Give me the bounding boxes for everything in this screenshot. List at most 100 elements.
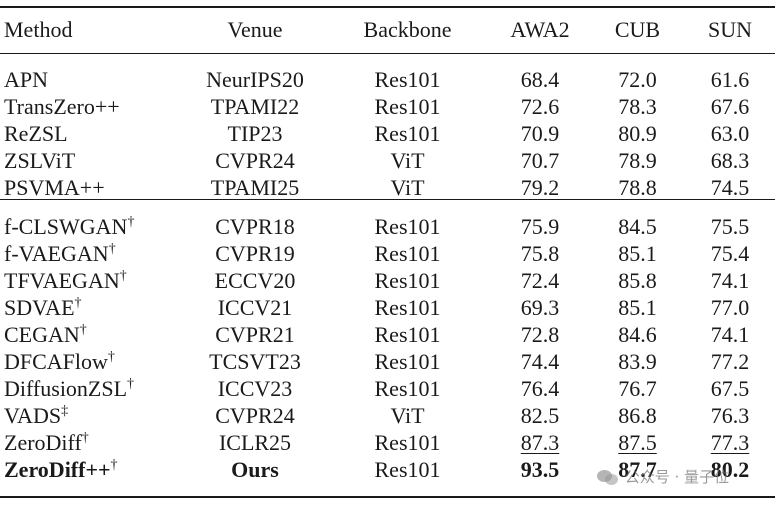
cub-cell: 85.1 (618, 241, 657, 266)
sun-cell: 74.5 (710, 175, 750, 200)
cub-cell: 78.8 (618, 175, 657, 200)
header-backbone: Backbone (363, 16, 452, 42)
backbone-cell: ViT (390, 148, 425, 173)
venue-cell: CVPR21 (215, 322, 295, 347)
venue-cell: CVPR24 (215, 148, 295, 173)
venue-cell: TCSVT23 (209, 349, 301, 374)
table-row: ZeroDiff† ICLR25 Res101 87.3 87.5 77.3 (0, 429, 775, 456)
method-cell: VADS‡ (4, 403, 69, 428)
venue-cell: Ours (231, 457, 279, 482)
awa2-cell: 82.5 (520, 403, 560, 428)
sun-cell: 75.4 (710, 241, 750, 266)
venue-cell: ICLR25 (218, 430, 292, 455)
cub-cell: 83.9 (618, 349, 657, 374)
table-row: SDVAE† ICCV21 Res101 69.3 85.1 77.0 (0, 294, 775, 321)
awa2-cell: 74.4 (520, 349, 560, 374)
dagger-mark: † (119, 268, 127, 284)
method-cell: TFVAEGAN† (4, 268, 127, 293)
venue-cell: TPAMI22 (210, 94, 300, 119)
awa2-cell: 76.4 (520, 376, 560, 401)
backbone-cell: Res101 (374, 457, 441, 482)
backbone-cell: Res101 (374, 241, 441, 266)
dagger-mark: † (79, 322, 87, 338)
table-row: f-VAEGAN† CVPR19 Res101 75.8 85.1 75.4 (0, 240, 775, 267)
wechat-icon (596, 468, 619, 486)
cub-cell: 80.9 (618, 121, 657, 146)
results-table: Method Venue Backbone AWA2 CUB SUN APN N… (0, 0, 775, 483)
watermark: 公众号 · 量子位 (596, 466, 729, 487)
venue-cell: ICCV21 (217, 295, 293, 320)
top-spacer (0, 56, 775, 66)
header-row: Method Venue Backbone AWA2 CUB SUN (0, 0, 775, 56)
venue-cell: CVPR24 (215, 403, 295, 428)
header-awa2: AWA2 (510, 16, 570, 42)
dagger-mark: † (108, 241, 116, 257)
method-cell: DiffusionZSL† (4, 376, 135, 401)
table-row: VADS‡ CVPR24 ViT 82.5 86.8 76.3 (0, 402, 775, 429)
backbone-cell: Res101 (374, 67, 441, 92)
cub-cell: 85.8 (618, 268, 657, 293)
table-top-rule (0, 6, 775, 8)
table-row: ZSLViT CVPR24 ViT 70.7 78.9 68.3 (0, 147, 775, 174)
table-row: APN NeurIPS20 Res101 68.4 72.0 61.6 (0, 66, 775, 93)
venue-cell: ECCV20 (214, 268, 296, 293)
dagger-mark: † (127, 214, 135, 230)
sun-cell: 61.6 (710, 67, 750, 92)
method-cell: CEGAN† (4, 322, 87, 347)
backbone-cell: Res101 (374, 121, 441, 146)
table-row: f-CLSWGAN† CVPR18 Res101 75.9 84.5 75.5 (0, 213, 775, 240)
header-rule (0, 53, 775, 54)
backbone-cell: Res101 (374, 295, 441, 320)
venue-cell: ICCV23 (217, 376, 293, 401)
awa2-cell: 70.9 (520, 121, 560, 146)
table-row: TransZero++ TPAMI22 Res101 72.6 78.3 67.… (0, 93, 775, 120)
sun-cell: 76.3 (710, 403, 750, 428)
method-cell: SDVAE† (4, 295, 82, 320)
cub-cell: 72.0 (618, 67, 657, 92)
table-bottom-rule (0, 496, 775, 498)
venue-cell: CVPR19 (215, 241, 295, 266)
sun-cell: 74.1 (710, 322, 750, 347)
header-method: Method (4, 16, 73, 42)
cub-cell: 84.5 (618, 214, 657, 239)
dagger-mark: † (127, 376, 135, 392)
sun-cell: 74.1 (710, 268, 750, 293)
sun-cell: 77.2 (710, 349, 750, 374)
sun-cell: 77.0 (710, 295, 750, 320)
double-dagger-mark: ‡ (61, 403, 69, 419)
method-cell: TransZero++ (4, 94, 120, 119)
dagger-mark: † (74, 295, 82, 311)
method-cell: f-CLSWGAN† (4, 214, 135, 239)
cub-cell: 78.9 (618, 148, 657, 173)
method-cell: APN (4, 67, 49, 92)
awa2-cell: 87.3 (490, 429, 590, 456)
sun-cell: 68.3 (710, 148, 750, 173)
table-row: DiffusionZSL† ICCV23 Res101 76.4 76.7 67… (0, 375, 775, 402)
dagger-mark: † (107, 349, 115, 365)
method-cell: ZeroDiff++† (4, 457, 118, 482)
awa2-cell: 72.8 (520, 322, 560, 347)
cub-cell: 78.3 (618, 94, 657, 119)
awa2-cell: 75.9 (520, 214, 560, 239)
awa2-cell: 68.4 (520, 67, 560, 92)
venue-cell: NeurIPS20 (206, 67, 304, 92)
header-sun: SUN (707, 16, 752, 42)
backbone-cell: Res101 (374, 376, 441, 401)
backbone-cell: Res101 (374, 349, 441, 374)
cub-cell: 87.5 (590, 429, 685, 456)
awa2-cell: 69.3 (520, 295, 560, 320)
table-row: ReZSL TIP23 Res101 70.9 80.9 63.0 (0, 120, 775, 147)
backbone-cell: ViT (390, 175, 425, 200)
backbone-cell: Res101 (374, 94, 441, 119)
header-venue: Venue (227, 16, 283, 42)
second-best-value: 77.3 (710, 430, 750, 455)
backbone-cell: Res101 (374, 214, 441, 239)
venue-cell: TPAMI25 (210, 175, 300, 200)
awa2-cell: 93.5 (520, 457, 560, 482)
awa2-cell: 70.7 (520, 148, 560, 173)
sun-cell: 67.6 (710, 94, 750, 119)
table-row: PSVMA++ TPAMI25 ViT 79.2 78.8 74.5 (0, 174, 775, 201)
second-best-value: 87.3 (520, 430, 560, 455)
table-row: DFCAFlow† TCSVT23 Res101 74.4 83.9 77.2 (0, 348, 775, 375)
group-divider-rule (0, 199, 775, 200)
